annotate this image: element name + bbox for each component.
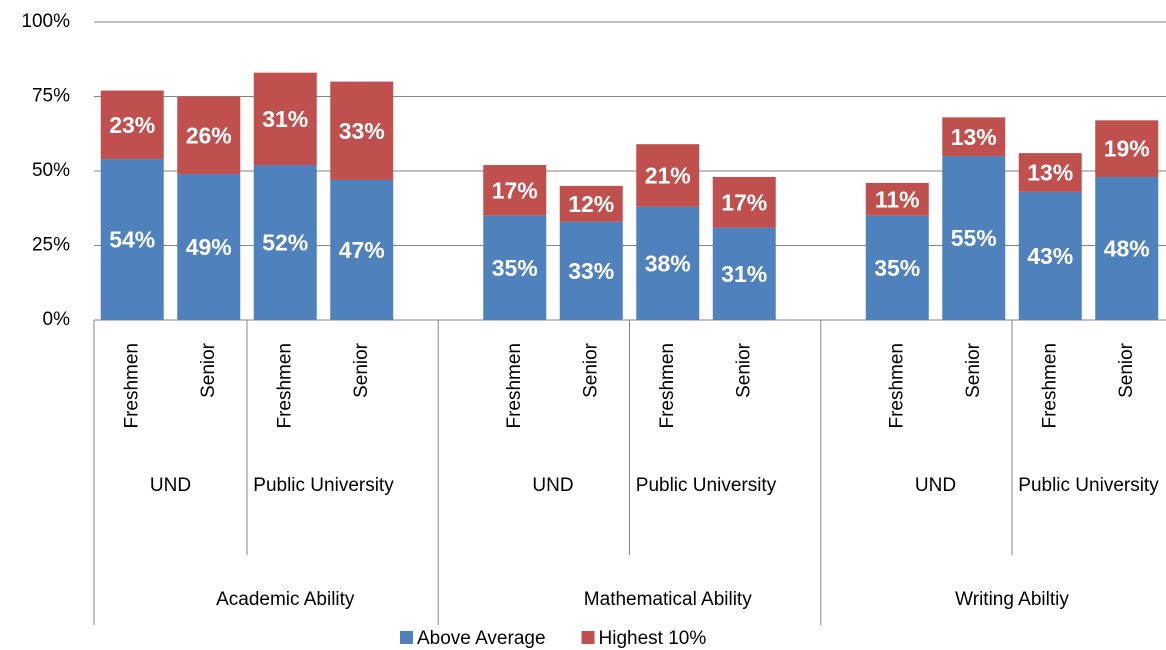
bar-segment xyxy=(100,90,164,160)
bar-segment xyxy=(1095,120,1159,177)
data-label: 49% xyxy=(186,234,232,260)
x-tick-label: Senior xyxy=(1116,342,1137,398)
bar-segment xyxy=(865,215,929,320)
bar-segment xyxy=(712,227,776,320)
x-tick-label: Senior xyxy=(351,342,372,398)
data-label: 35% xyxy=(492,255,538,281)
x-tick-label: Freshmen xyxy=(1039,343,1060,429)
subgroup-label: Public University xyxy=(1018,475,1159,496)
legend-label: Highest 10% xyxy=(599,628,707,649)
bar-segment xyxy=(177,96,241,174)
bar-segment xyxy=(330,81,394,180)
data-label: 31% xyxy=(262,106,308,132)
data-label: 13% xyxy=(951,124,997,150)
bar-segment xyxy=(1018,153,1082,192)
group-label: Academic Ability xyxy=(216,589,355,610)
group-label: Mathematical Ability xyxy=(584,589,752,610)
bar-segment xyxy=(1018,191,1082,320)
data-label: 35% xyxy=(874,255,920,281)
bar-segment xyxy=(177,173,241,320)
x-tick-label: Freshmen xyxy=(504,343,525,429)
data-label: 33% xyxy=(568,258,614,284)
data-label: 38% xyxy=(645,250,691,276)
bar-segment xyxy=(253,165,317,320)
data-label: 23% xyxy=(109,112,155,138)
x-tick-label: Freshmen xyxy=(886,343,907,429)
data-label: 21% xyxy=(645,163,691,189)
x-tick-label: Freshmen xyxy=(657,343,678,429)
subgroup-label: Public University xyxy=(635,475,777,496)
legend-swatch xyxy=(400,631,413,644)
x-tick-label: Freshmen xyxy=(121,343,142,429)
data-label: 11% xyxy=(875,186,920,212)
data-label: 31% xyxy=(721,261,767,287)
x-tick-label: Senior xyxy=(733,342,754,398)
bar-segment xyxy=(636,206,700,320)
bar-segment xyxy=(253,72,317,166)
data-label: 17% xyxy=(721,189,767,215)
data-label: 48% xyxy=(1104,236,1150,262)
bar-segment xyxy=(483,215,547,320)
data-label: 52% xyxy=(262,230,308,256)
data-label: 33% xyxy=(339,118,385,144)
subgroup-label: Public University xyxy=(253,475,394,496)
data-label: 26% xyxy=(186,122,232,148)
bar-segment xyxy=(942,117,1006,157)
x-tick-label: Freshmen xyxy=(274,343,295,429)
data-label: 17% xyxy=(492,177,538,203)
bar-segment xyxy=(559,185,623,222)
bar-segment xyxy=(559,221,623,320)
bar-segment xyxy=(1095,176,1159,320)
group-label: Writing Abiltiy xyxy=(955,589,1069,610)
subgroup-label: UND xyxy=(914,475,957,496)
y-tick-label: 100% xyxy=(21,11,70,32)
subgroup-label: UND xyxy=(149,475,192,496)
data-label: 19% xyxy=(1104,136,1150,162)
subgroup-label: UND xyxy=(532,475,574,496)
y-tick-label: 50% xyxy=(32,160,70,181)
x-tick-label: Senior xyxy=(580,342,601,398)
data-label: 54% xyxy=(109,227,155,253)
x-tick-label: Senior xyxy=(963,342,984,398)
x-tick-label: Senior xyxy=(198,342,219,398)
legend-swatch xyxy=(581,631,595,644)
bar-segment xyxy=(942,156,1006,320)
data-label: 12% xyxy=(568,191,614,217)
bar-segment xyxy=(712,176,776,228)
y-tick-label: 0% xyxy=(43,309,71,330)
y-tick-label: 75% xyxy=(32,86,70,107)
bar-segment xyxy=(636,144,700,207)
legend-label: Above Average xyxy=(417,628,546,649)
data-label: 13% xyxy=(1027,160,1073,186)
y-tick-label: 25% xyxy=(32,235,70,256)
data-label: 47% xyxy=(339,237,385,263)
data-label: 43% xyxy=(1027,243,1073,269)
bar-segment xyxy=(865,182,929,216)
bar-segment xyxy=(330,179,394,320)
data-label: 55% xyxy=(951,225,997,251)
bar-segment xyxy=(483,165,547,216)
bar-segment xyxy=(100,159,164,320)
